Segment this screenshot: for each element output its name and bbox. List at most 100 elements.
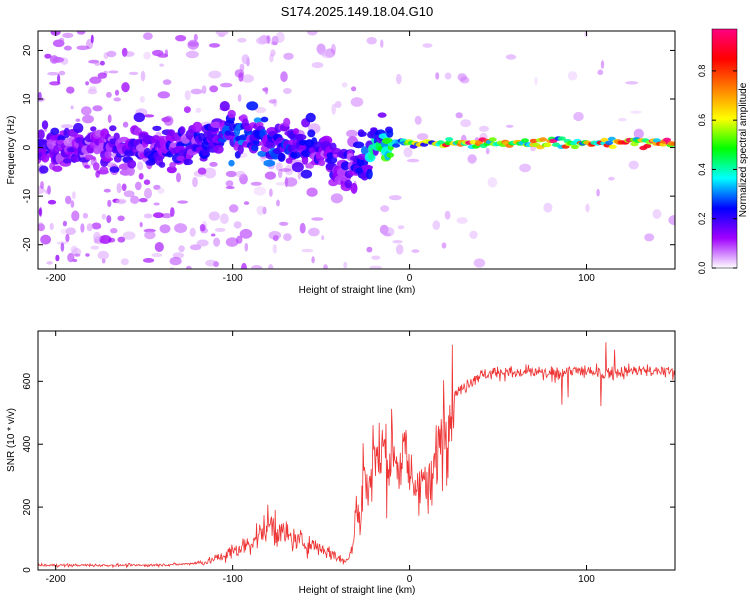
heatmap-ridge-blob [350,182,358,194]
heatmap-ridge-blob [161,117,171,123]
heatmap-noise-blob [91,222,102,230]
heatmap-noise-blob [534,77,538,86]
heatmap-noise-blob [244,242,249,252]
heatmap-noise-blob [190,88,203,95]
heatmap-noise-blob [283,88,292,94]
heatmap-noise-blob [467,154,477,164]
colorbar-tick-label: 0.2 [697,212,707,225]
heatmap-noise-blob [233,221,242,229]
heatmap-noise-blob [308,227,320,237]
heatmap-noise-blob [618,117,627,122]
heatmap-ridge-blob [41,120,49,130]
heatmap-ridge-blob [124,149,135,157]
heatmap-noise-blob [269,188,273,197]
heatmap-noise-blob [237,37,247,43]
heatmap-noise-blob [271,35,279,46]
heatmap-noise-blob [283,52,294,60]
heatmap-noise-blob [668,215,675,226]
heatmap-noise-blob [543,202,553,213]
heatmap-ridge-blob [263,159,276,167]
heatmap-noise-blob [49,222,54,231]
heatmap-noise-blob [122,121,129,128]
heatmap-ridge-blob [219,101,230,112]
heatmap-noise-blob [95,170,100,178]
heatmap-ridge-blob [38,129,45,140]
heatmap-ridge-blob [366,168,373,180]
heatmap-noise-blob [256,36,268,45]
heatmap-ridge-blob [283,117,291,127]
heatmap-noise-blob [241,74,254,83]
heatmap-noise-blob [108,70,119,74]
heatmap-noise-blob [243,201,250,205]
heatmap-noise-blob [44,189,50,195]
heatmap-noise-blob [175,35,187,42]
heatmap-ridge-blob [82,114,94,124]
spectrogram-x-tick-label: 100 [578,273,595,284]
heatmap-noise-blob [193,33,198,42]
heatmap-ridge-blob [246,101,259,111]
heatmap-noise-blob [199,224,206,232]
heatmap-ridge-blob [539,137,547,142]
heatmap-ridge-blob [90,126,97,132]
heatmap-noise-blob [120,258,129,266]
heatmap-noise-blob [210,233,216,237]
heatmap-noise-blob [505,54,517,60]
heatmap-noise-blob [596,188,600,197]
heatmap-noise-blob [280,71,288,83]
heatmap-noise-blob [321,51,334,59]
heatmap-noise-blob [46,261,53,265]
heatmap-noise-blob [241,54,250,65]
heatmap-noise-blob [153,184,161,190]
colorbar: 0.0 0.2 0.4 0.6 0.8 Normalized spectral ampl… [697,28,749,274]
snr-y-axis-label: SNR (10 * v/v) [6,408,17,472]
heatmap-noise-blob [189,244,202,251]
colorbar-tick-label: 0.6 [697,114,707,127]
heatmap-noise-blob [506,124,514,128]
heatmap-noise-blob [435,72,440,80]
heatmap-noise-blob [331,103,337,115]
heatmap-ridge-blob [368,152,375,161]
heatmap-noise-blob [279,221,289,226]
heatmap-noise-blob [397,225,405,230]
heatmap-noise-blob [444,72,452,80]
colorbar-tick-label: 0.8 [697,65,707,78]
heatmap-noise-blob [269,53,274,63]
heatmap-ridge-blob [360,146,369,155]
heatmap-noise-blob [76,45,90,51]
spectrogram-x-axis-label: Height of straight line (km) [299,285,416,296]
heatmap-noise-blob [334,101,342,108]
heatmap-noise-blob [272,235,279,242]
snr-x-axis-label: Height of straight line (km) [299,585,416,596]
heatmap-ridge-blob [73,122,84,134]
heatmap-noise-blob [157,53,169,58]
heatmap-ridge-blob [305,112,316,123]
heatmap-noise-blob [103,52,109,60]
heatmap-noise-blob [138,173,144,180]
heatmap-noise-blob [99,60,105,66]
heatmap-ridge-blob [227,109,236,119]
heatmap-noise-blob [67,252,75,263]
heatmap-noise-blob [238,72,244,82]
heatmap-ridge-blob [109,125,117,132]
heatmap-noise-blob [253,186,266,196]
heatmap-noise-blob [567,71,578,81]
heatmap-noise-blob [122,231,136,240]
heatmap-noise-blob [625,81,639,85]
heatmap-ridge-blob [166,166,177,174]
heatmap-noise-blob [116,183,122,194]
spectrogram-y-tick-label: -20 [22,237,33,252]
heatmap-noise-blob [208,70,222,79]
heatmap-noise-blob [106,91,112,98]
heatmap-noise-blob [121,183,127,192]
heatmap-noise-blob [366,37,377,45]
heatmap-noise-blob [455,112,463,119]
heatmap-noise-blob [115,198,127,204]
heatmap-noise-blob [600,60,605,69]
heatmap-noise-blob [113,97,121,102]
snr-y-tick-label: 400 [22,435,33,452]
heatmap-noise-blob [142,258,155,263]
heatmap-noise-blob [351,86,357,92]
heatmap-noise-blob [275,31,285,43]
heatmap-noise-blob [76,31,86,35]
heatmap-noise-blob [170,207,175,217]
